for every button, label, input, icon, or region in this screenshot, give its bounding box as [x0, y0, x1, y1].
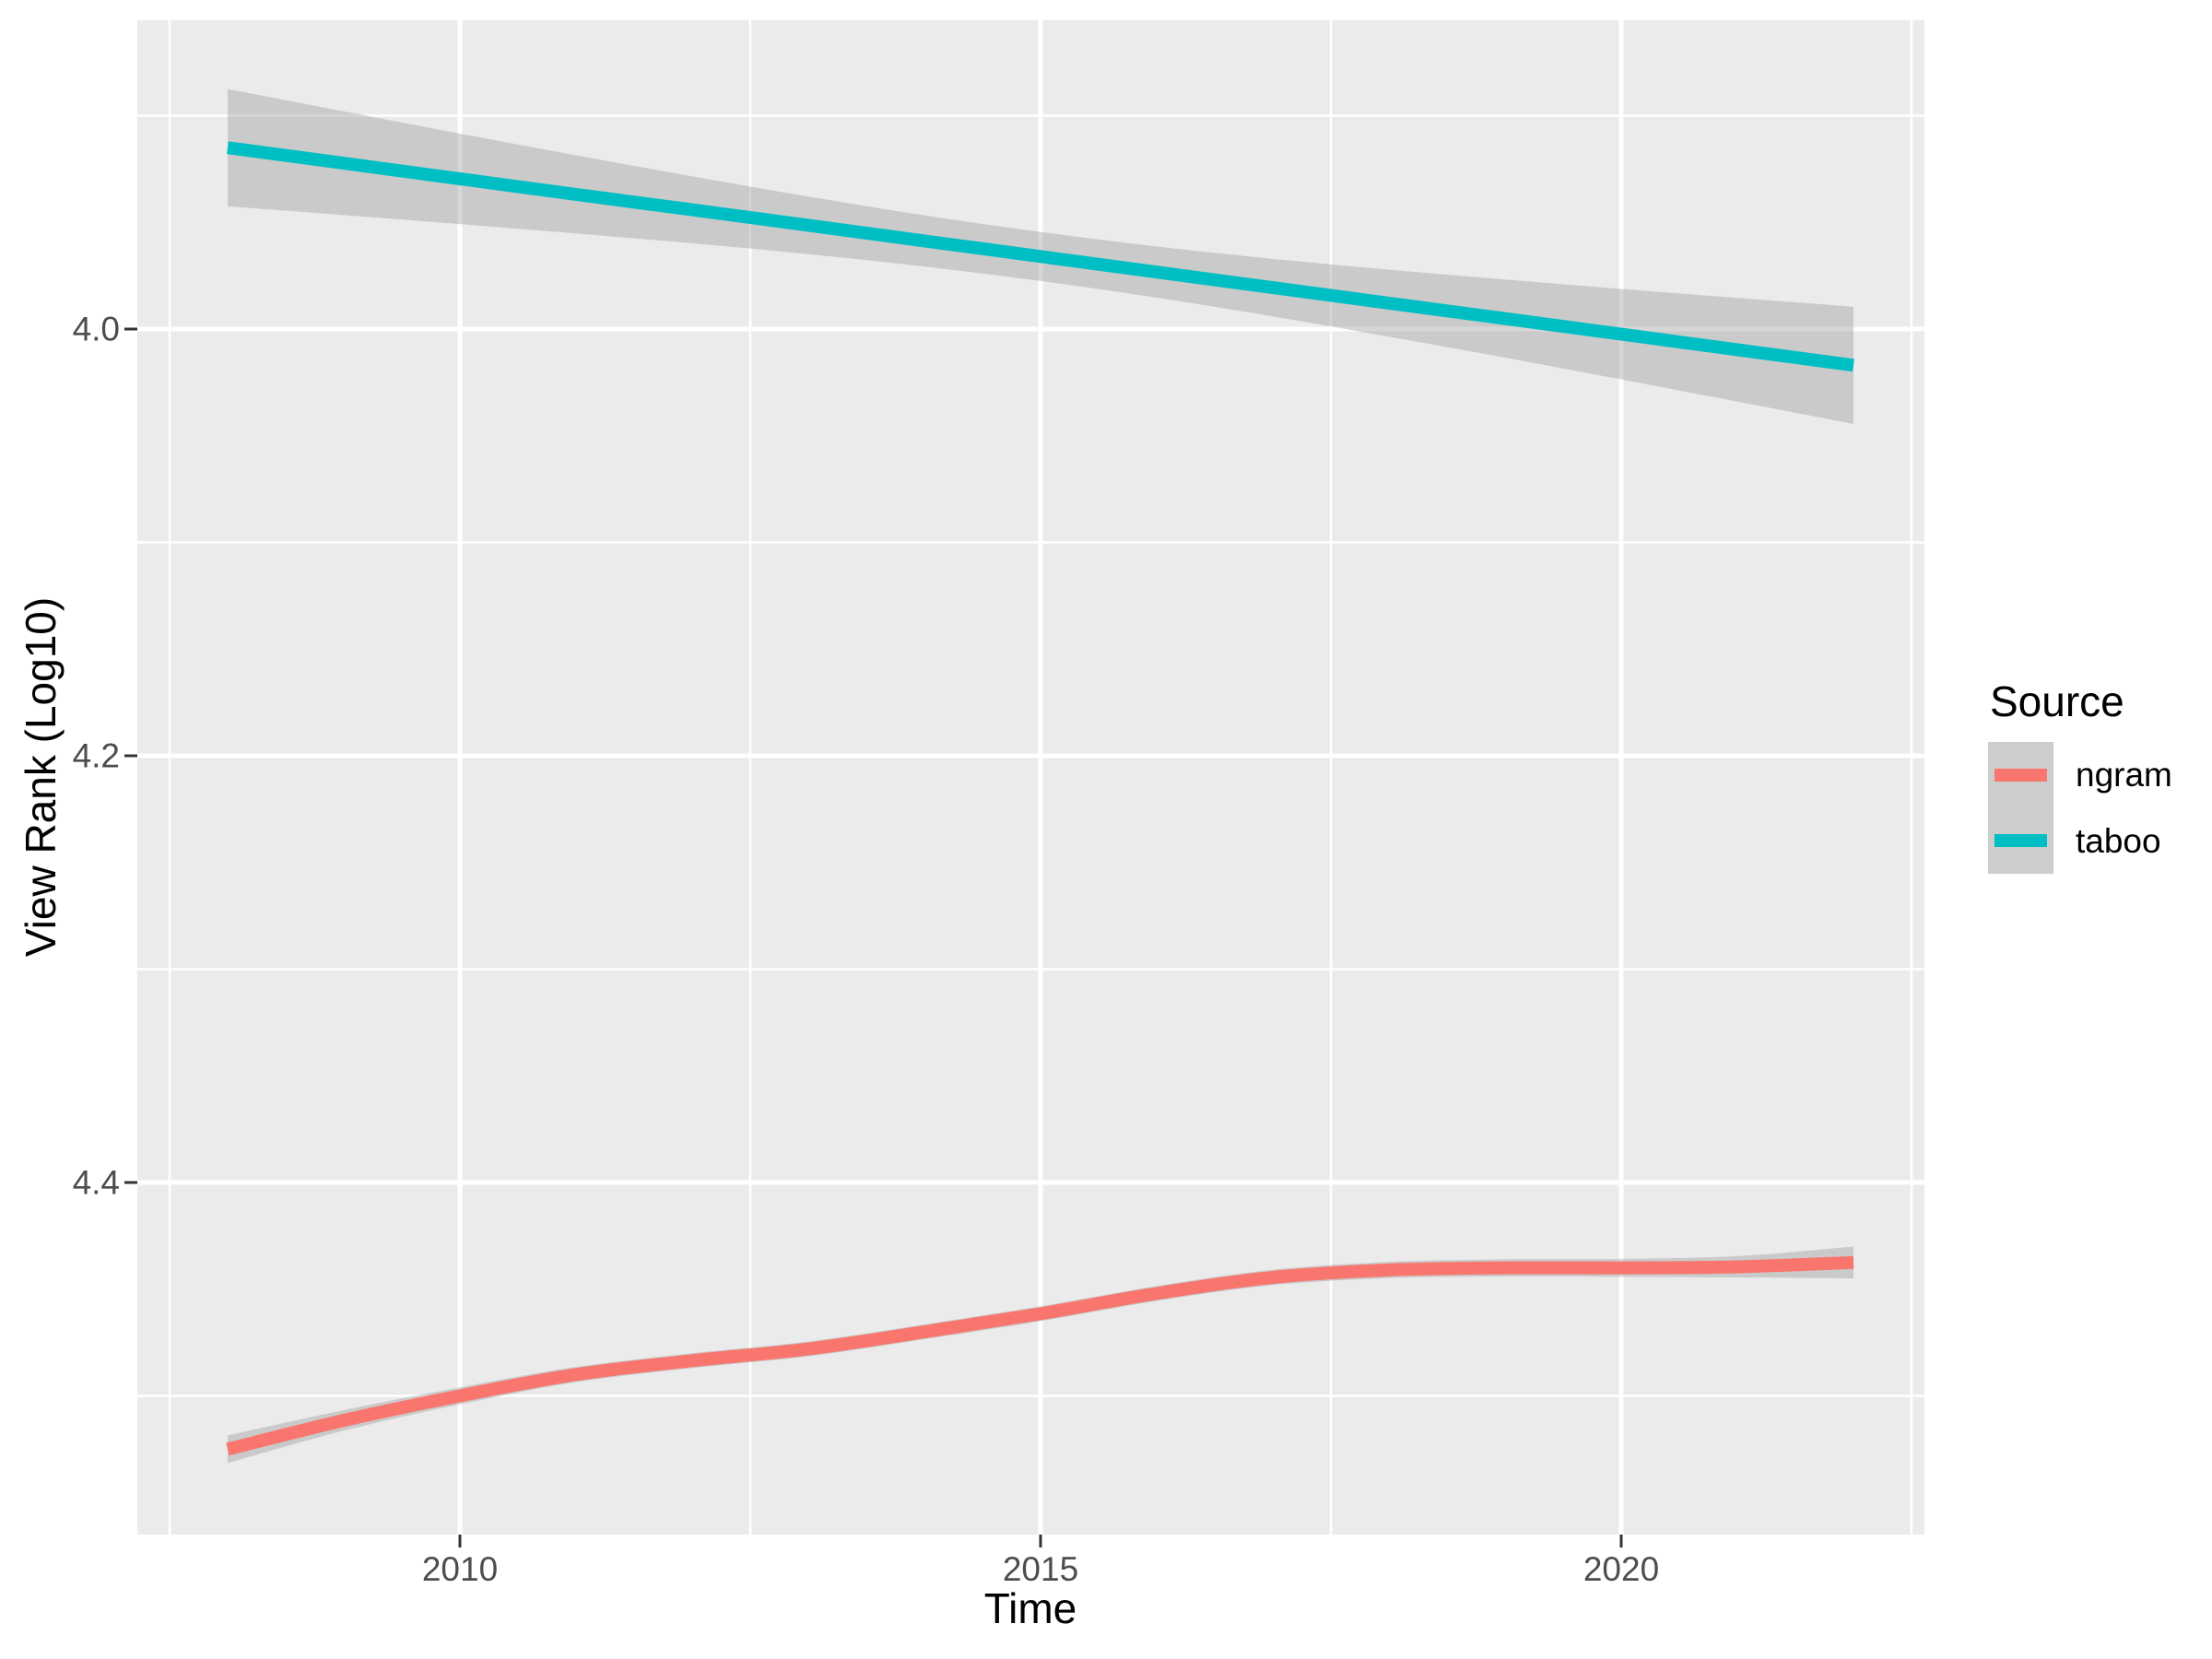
legend-key-line-ngram [1994, 768, 2047, 782]
legend-title: Source [1990, 677, 2124, 725]
legend-key-swatch [1988, 742, 2053, 808]
x-tick-label: 2015 [1002, 1550, 1079, 1588]
legend: Source ngram taboo [1988, 680, 2172, 874]
x-tick-label: 2020 [1583, 1550, 1660, 1588]
y-tick-label: 4.2 [72, 736, 120, 775]
x-axis-title: Time [983, 1584, 1077, 1632]
plot-panel [137, 20, 1924, 1535]
trend-line-ngram [226, 1255, 1854, 1456]
trend-line-taboo [227, 141, 1854, 372]
y-tick-label: 4.4 [72, 1163, 120, 1202]
y-tick-label: 4.0 [72, 310, 120, 348]
y-axis-title: View Rank (Log10) [17, 596, 65, 958]
legend-entry-ngram: ngram [1988, 742, 2172, 808]
legend-key-swatch [1988, 807, 2053, 874]
x-tick-label: 2010 [421, 1550, 499, 1588]
legend-label: ngram [2076, 756, 2172, 794]
legend-key-line-taboo [1994, 834, 2047, 848]
legend-entry-taboo: taboo [1988, 807, 2172, 874]
legend-keys: ngram taboo [1988, 742, 2172, 874]
legend-label: taboo [2076, 821, 2161, 860]
